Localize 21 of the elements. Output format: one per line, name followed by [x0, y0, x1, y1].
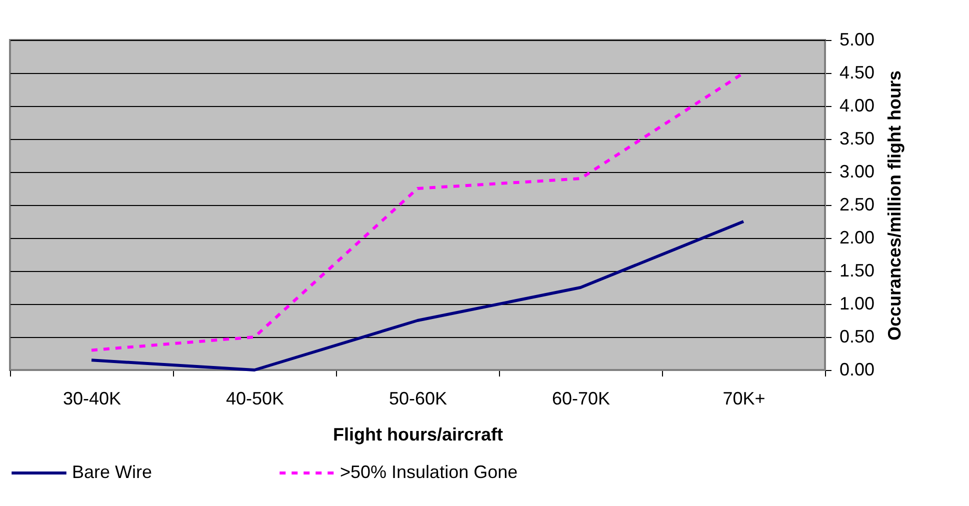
legend-label: Bare Wire [72, 462, 152, 482]
y-tick-label: 2.00 [840, 228, 875, 248]
line-series [90, 220, 745, 372]
x-tick-label: 60-70K [552, 388, 610, 408]
y-tick-label: 0.00 [840, 360, 875, 380]
y-tick-label: 3.50 [840, 128, 875, 148]
y-tick-label: 3.00 [840, 162, 875, 182]
y-axis-title: Occurances/million flight hours [884, 70, 905, 341]
x-tick-label: 30-40K [62, 388, 122, 408]
y-tick-label: 1.00 [840, 294, 875, 314]
y-tick-label: 1.50 [840, 260, 875, 280]
y-tick-label: 4.50 [840, 62, 875, 82]
legend-label: >50% Insulation Gone [340, 462, 518, 482]
x-tick-label: 70K+ [722, 388, 766, 408]
x-tick-label: 40-50K [226, 388, 284, 408]
y-tick-label: 5.00 [840, 30, 875, 50]
x-tick-label: 50-60K [388, 388, 448, 408]
x-axis-title: Flight hours/aircraft [332, 424, 504, 444]
y-tick-label: 0.50 [840, 326, 875, 346]
y-tick-label: 2.50 [840, 194, 875, 214]
y-tick-label: 4.00 [840, 96, 875, 116]
